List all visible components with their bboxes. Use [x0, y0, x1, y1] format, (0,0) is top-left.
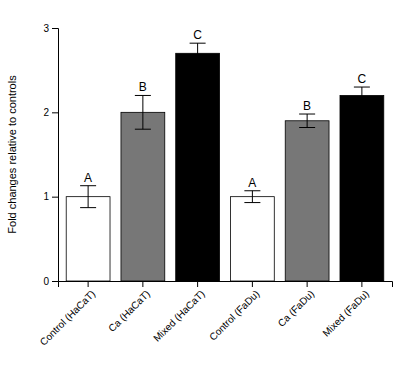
x-tick: Mixed (HaCaT) — [151, 281, 207, 344]
y-tick-label: 0 — [43, 276, 49, 287]
x-tick-label: Control (FaDu) — [207, 288, 262, 343]
x-tick-mark — [252, 281, 253, 287]
x-tick-mark — [197, 281, 198, 287]
y-tick-mark — [52, 112, 58, 113]
x-tick-label: Mixed (FaDu) — [320, 288, 371, 339]
x-axis-line — [59, 282, 393, 288]
bar — [121, 112, 165, 281]
y-tick-label: 2 — [43, 107, 49, 118]
annotation: C — [358, 72, 367, 86]
marks — [66, 43, 384, 281]
y-tick: 2 — [43, 107, 58, 118]
x-tick-mark — [142, 281, 143, 287]
y-tick-mark — [52, 28, 58, 29]
annotation: B — [303, 99, 311, 113]
x-tick: Ca (FaDu) — [276, 281, 317, 329]
annotation: C — [193, 28, 202, 42]
x-tick-label: Mixed (HaCaT) — [151, 288, 207, 344]
bar — [340, 95, 384, 281]
x-tick: Control (HaCaT) — [38, 281, 98, 348]
chart: 0 1 2 3 Control (HaCaT)Ca (HaCaT)Mixed (HaCa… — [0, 0, 407, 371]
x-tick: Mixed (FaDu) — [320, 281, 371, 339]
x-axis: Control (HaCaT)Ca (HaCaT)Mixed (HaCaT)Co… — [38, 281, 393, 348]
x-tick-label: Control (HaCaT) — [38, 288, 98, 348]
y-tick-label: 1 — [43, 191, 49, 202]
bar — [176, 53, 220, 281]
error-bar-path — [135, 95, 151, 129]
error-bar — [354, 87, 370, 104]
y-axis-line — [52, 29, 59, 282]
error-bar — [80, 186, 96, 208]
annotation: B — [139, 80, 147, 94]
error-bar — [135, 95, 151, 129]
y-tick-mark — [52, 197, 58, 198]
plot: 0 1 2 3 Control (HaCaT)Ca (HaCaT)Mixed (HaCa… — [38, 23, 393, 348]
x-tick-label: Ca (HaCaT) — [106, 288, 152, 334]
error-bar-path — [299, 114, 315, 127]
x-tick-label: Ca (FaDu) — [276, 288, 317, 329]
error-bar-path — [354, 87, 370, 104]
x-tick: Ca (HaCaT) — [106, 281, 152, 334]
bar — [285, 121, 329, 281]
x-tick-mark — [307, 281, 308, 287]
y-tick-label: 3 — [43, 23, 49, 34]
error-bar-path — [80, 186, 96, 208]
error-bar — [244, 191, 260, 203]
bar — [230, 197, 274, 281]
annotation: A — [248, 176, 256, 190]
bar — [66, 197, 110, 281]
y-tick-mark — [52, 281, 58, 282]
error-bar-path — [190, 43, 206, 63]
y-axis-title: Fold changes relative to controls — [6, 75, 18, 234]
error-bar-path — [244, 191, 260, 203]
y-tick: 1 — [43, 191, 58, 202]
error-bar — [190, 43, 206, 63]
x-tick: Control (FaDu) — [207, 281, 262, 343]
y-tick: 3 — [43, 23, 58, 34]
x-tick-mark — [361, 281, 362, 287]
x-tick-mark — [88, 281, 89, 287]
annotations: A B C A B C — [84, 28, 366, 190]
annotation: A — [84, 171, 92, 185]
y-axis: 0 1 2 3 — [43, 23, 58, 287]
error-bar — [299, 114, 315, 127]
y-tick: 0 — [43, 276, 58, 287]
